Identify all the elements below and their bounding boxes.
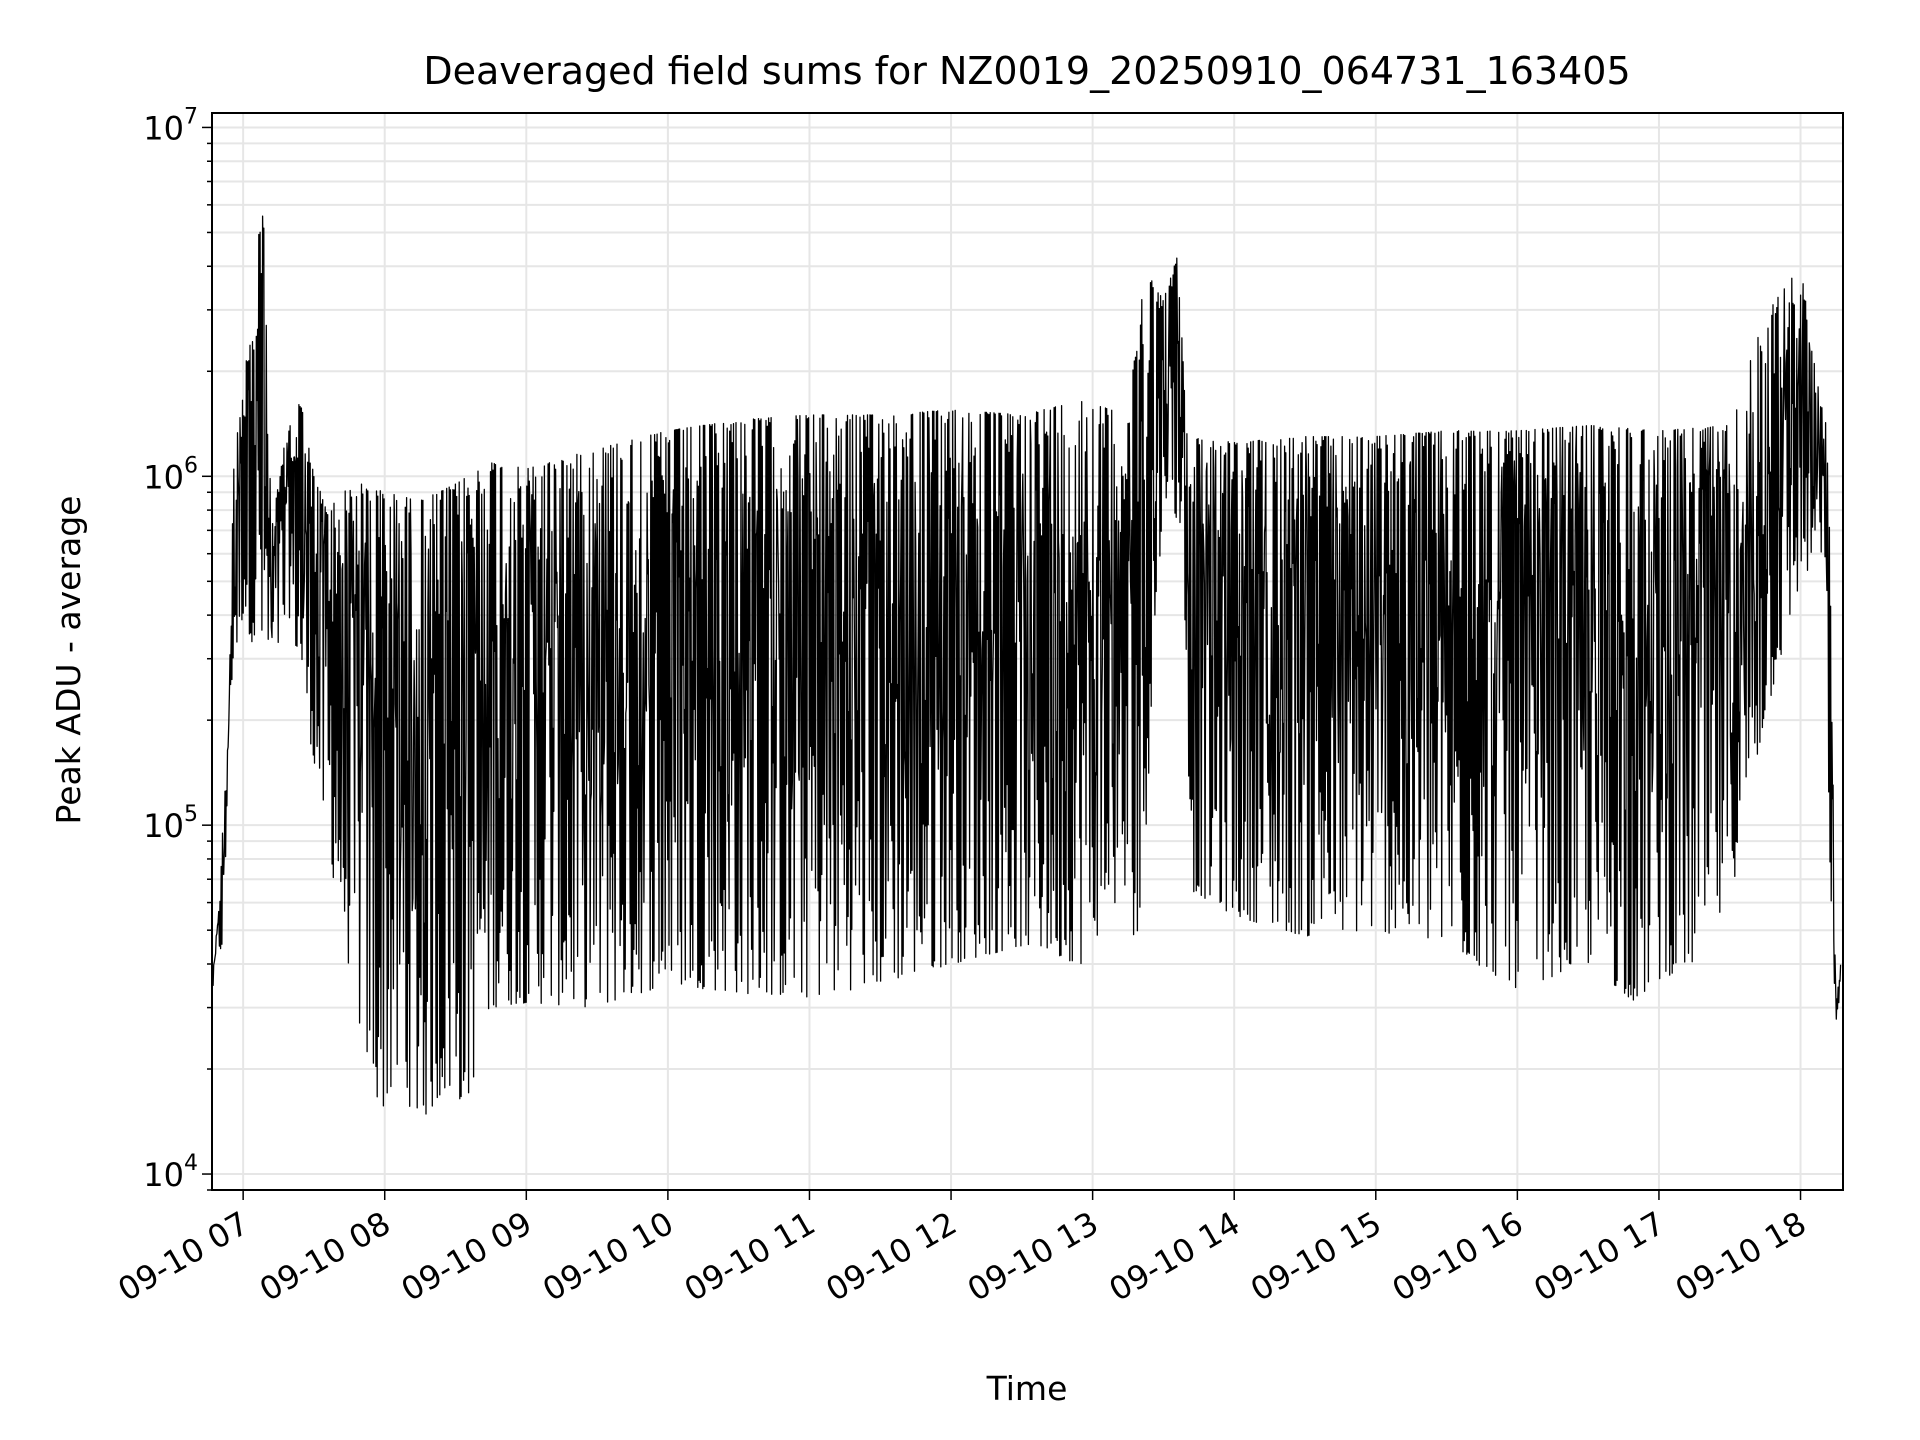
y-tick-base: 10 xyxy=(143,807,184,845)
series-line xyxy=(211,215,1842,1115)
y-axis-label: Peak ADU - average xyxy=(49,496,88,825)
y-tick-base: 10 xyxy=(143,1156,184,1194)
series-layer xyxy=(211,215,1842,1115)
y-tick-label: 104 xyxy=(143,1151,198,1194)
x-axis-label: Time xyxy=(986,1369,1068,1408)
y-tick-exponent: 7 xyxy=(184,104,198,129)
y-tick-exponent: 4 xyxy=(184,1151,198,1176)
y-tick-label: 107 xyxy=(143,104,198,147)
y-tick-label: 105 xyxy=(143,802,198,845)
y-tick-base: 10 xyxy=(143,109,184,147)
y-tick-exponent: 5 xyxy=(184,802,198,827)
chart-title: Deaveraged field sums for NZ0019_2025091… xyxy=(423,49,1630,93)
y-tick-label: 106 xyxy=(143,453,198,496)
plot-frame xyxy=(211,112,1844,1191)
y-tick-base: 10 xyxy=(143,458,184,496)
y-tick-exponent: 6 xyxy=(184,453,198,478)
